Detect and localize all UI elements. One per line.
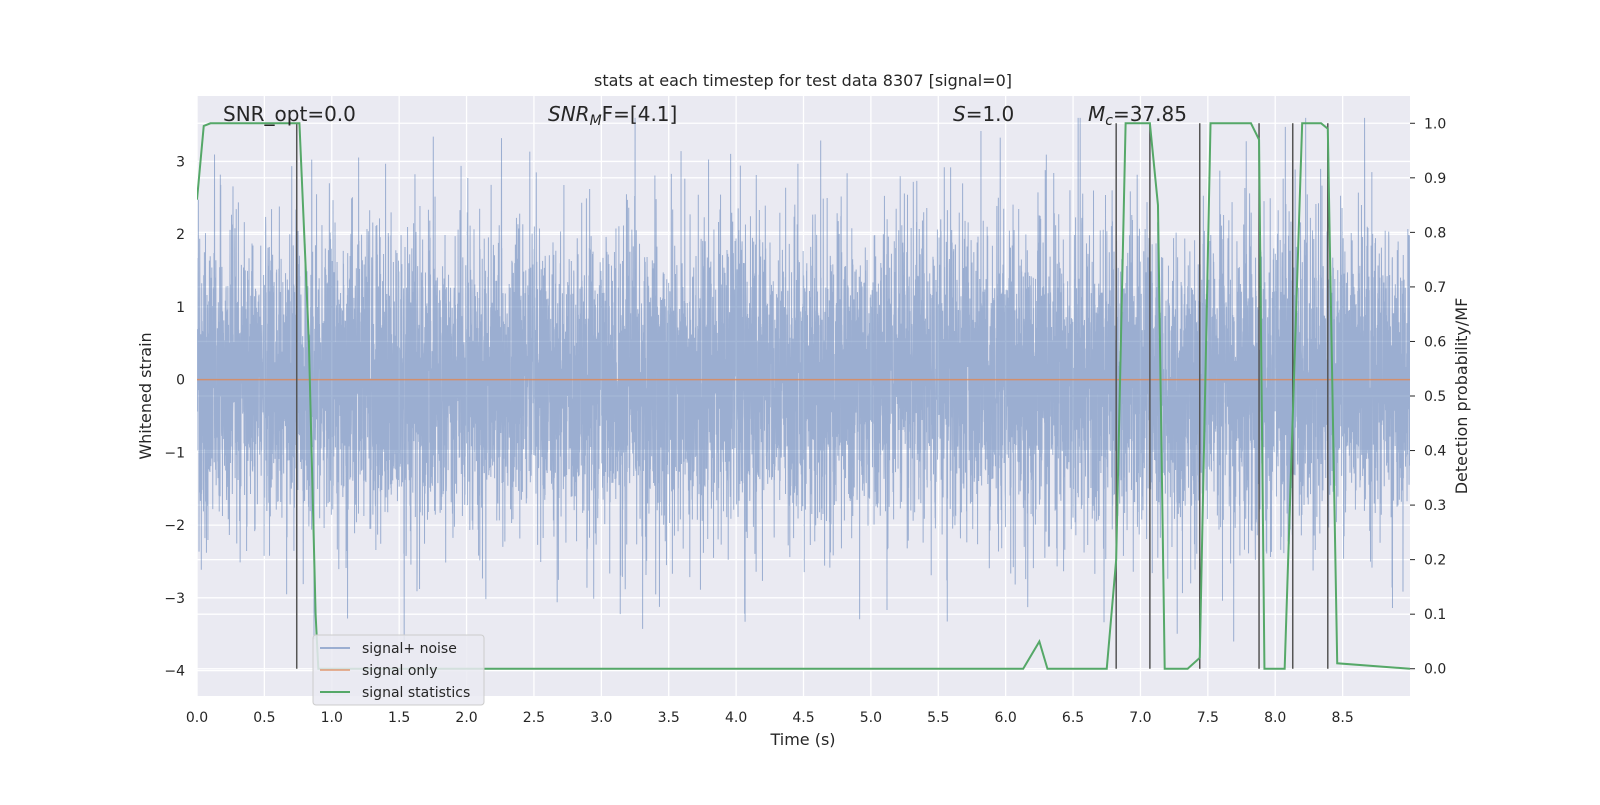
left-tick-label-4: −1	[164, 445, 185, 461]
x-tick-label-8: 4.0	[725, 710, 747, 726]
right-tick-label-5: 0.5	[1424, 389, 1446, 405]
x-tick-label-4: 2.0	[455, 710, 477, 726]
annotation-s: S=1.0	[953, 102, 1014, 126]
right-tick-label-2: 0.8	[1424, 225, 1446, 241]
x-tick-label-16: 8.0	[1264, 710, 1286, 726]
x-tick-label-1: 0.5	[253, 710, 275, 726]
chart-title: stats at each timestep for test data 830…	[594, 71, 1012, 90]
annotation-snr-mf: SNRMF=[4.1]	[548, 102, 677, 129]
right-axis-ticks: 1.0 0.9 0.8 0.7 0.6 0.5 0.4 0.3 0.2 0.1 0.0	[1410, 116, 1446, 678]
legend-label-noise: signal+ noise	[362, 641, 457, 657]
noise-series	[197, 117, 1410, 642]
right-tick-label-9: 0.1	[1424, 607, 1446, 623]
noise-line	[197, 117, 1410, 642]
right-tick-label-3: 0.7	[1424, 280, 1446, 296]
left-tick-label-0: 3	[176, 154, 185, 170]
annotation-snr-mf-base: SNR	[548, 102, 590, 126]
signal-statistics-line	[197, 122, 1410, 670]
x-tick-label-13: 6.5	[1062, 710, 1084, 726]
right-axis-label: Detection probability/MF	[1452, 298, 1471, 495]
x-tick-label-14: 7.0	[1129, 710, 1151, 726]
right-tick-label-7: 0.3	[1424, 498, 1446, 514]
left-tick-label-1: 2	[176, 227, 185, 243]
left-tick-label-5: −2	[164, 518, 185, 534]
left-tick-label-7: −4	[164, 664, 185, 680]
x-tick-label-17: 8.5	[1331, 710, 1353, 726]
right-tick-label-6: 0.4	[1424, 444, 1446, 460]
annotation-s-rest: =1.0	[966, 102, 1015, 126]
x-tick-label-11: 5.5	[927, 710, 949, 726]
annotation-s-italic: S	[953, 102, 966, 126]
x-tick-label-7: 3.5	[658, 710, 680, 726]
left-tick-label-3: 0	[176, 373, 185, 389]
annotation-mc-sub: c	[1105, 113, 1113, 129]
x-tick-label-12: 6.0	[995, 710, 1017, 726]
x-tick-label-3: 1.5	[388, 710, 410, 726]
legend: signal+ noise signal only signal statist…	[312, 634, 485, 706]
legend-label-signal: signal only	[362, 663, 437, 679]
left-tick-label-6: −3	[164, 591, 185, 607]
left-axis-ticks: 3 2 1 0 −1 −2 −3 −4	[164, 154, 185, 679]
x-tick-label-2: 1.0	[321, 710, 343, 726]
legend-box	[312, 634, 485, 706]
left-tick-label-2: 1	[176, 300, 185, 316]
right-tick-label-8: 0.2	[1424, 553, 1446, 569]
right-tick-label-0: 1.0	[1424, 116, 1446, 132]
annotation-mc-base: M	[1088, 102, 1105, 126]
x-axis-label: Time (s)	[769, 730, 835, 749]
right-tick-label-4: 0.6	[1424, 334, 1446, 350]
annotation-snr-mf-rest: F=[4.1]	[602, 102, 678, 126]
x-tick-label-5: 2.5	[523, 710, 545, 726]
annotation-mc: Mc=37.85	[1088, 102, 1187, 129]
x-tick-label-0: 0.0	[186, 710, 208, 726]
annotation-mc-rest: =37.85	[1113, 102, 1187, 126]
right-tick-label-1: 0.9	[1424, 171, 1446, 187]
annotation-snr-mf-sub: M	[590, 113, 602, 129]
x-tick-label-6: 3.0	[590, 710, 612, 726]
signal-statistics-series	[197, 122, 1410, 670]
x-tick-label-9: 4.5	[792, 710, 814, 726]
left-axis-label: Whitened strain	[136, 332, 155, 459]
legend-label-stats: signal statistics	[362, 685, 470, 701]
x-tick-label-10: 5.0	[860, 710, 882, 726]
x-tick-label-15: 7.5	[1197, 710, 1219, 726]
right-tick-label-10: 0.0	[1424, 662, 1446, 678]
annotation-snr-opt: SNR_opt=0.0	[223, 102, 356, 126]
x-axis-ticks: 0.0 0.5 1.0 1.5 2.0 2.5 3.0 3.5 4.0 4.5 5.0 5.5 6.0 6…	[186, 710, 1354, 726]
